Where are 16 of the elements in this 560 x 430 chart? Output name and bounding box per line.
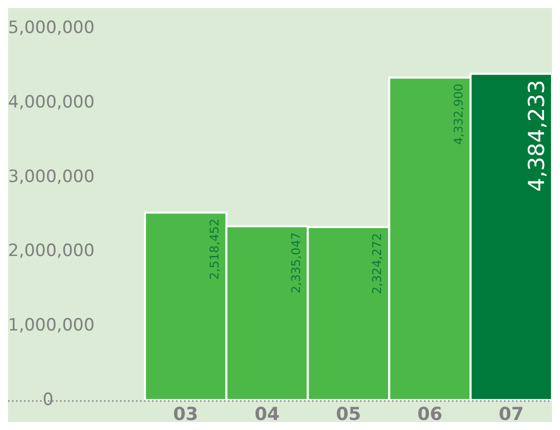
y-tick-label: 4,000,000 (8, 92, 95, 112)
data-label: 2,518,452 (207, 218, 222, 280)
data-label: 4,332,900 (452, 84, 466, 145)
y-tick-label: 2,000,000 (8, 241, 95, 262)
data-label: 2,335,047 (288, 232, 303, 294)
x-tick-label: 07 (498, 404, 524, 425)
y-tick-label: 5,000,000 (8, 18, 95, 38)
x-tick-label: 06 (417, 404, 442, 425)
y-tick-label: 0 (42, 390, 54, 410)
x-tick-label: 03 (173, 404, 198, 425)
data-label: 4,384,233 (525, 80, 550, 192)
data-label: 2,324,272 (370, 233, 384, 294)
x-tick-label: 05 (336, 404, 362, 425)
y-tick-label: 1,000,000 (8, 316, 95, 336)
y-tick-label: 3,000,000 (8, 166, 95, 187)
x-tick-label: 04 (254, 404, 280, 425)
